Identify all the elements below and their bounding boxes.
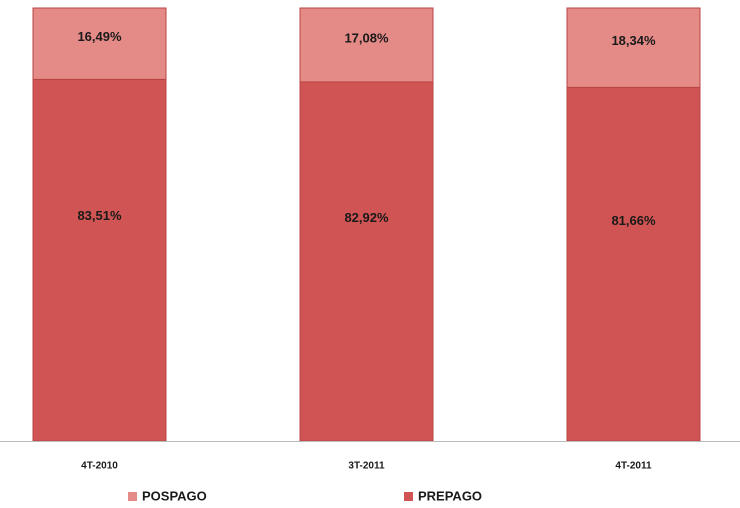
legend-swatch bbox=[404, 492, 413, 501]
x-tick-label: 4T-2011 bbox=[615, 461, 652, 472]
data-label: 18,34% bbox=[611, 33, 656, 48]
data-label: 81,66% bbox=[611, 213, 656, 228]
x-tick-label: 3T-2011 bbox=[348, 461, 385, 472]
data-label: 16,49% bbox=[77, 29, 122, 44]
bar-segment bbox=[299, 7, 434, 83]
legend-label: PREPAGO bbox=[418, 488, 482, 503]
data-label: 17,08% bbox=[344, 30, 389, 45]
legend-label: POSPAGO bbox=[142, 488, 207, 503]
bar-segment bbox=[32, 78, 167, 442]
data-label: 83,51% bbox=[77, 208, 122, 223]
bar-segment bbox=[566, 7, 701, 88]
bar-segment bbox=[32, 7, 167, 80]
data-label: 82,92% bbox=[344, 210, 389, 225]
x-tick-label: 4T-2010 bbox=[81, 461, 118, 472]
bar-segment bbox=[299, 81, 434, 442]
bar-segment bbox=[566, 86, 701, 442]
legend-swatch bbox=[128, 492, 137, 501]
